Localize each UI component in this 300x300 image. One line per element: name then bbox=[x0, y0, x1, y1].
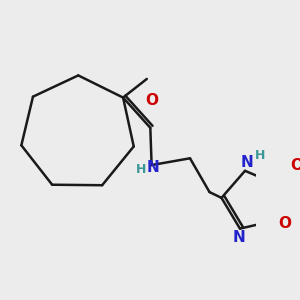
Text: O: O bbox=[146, 93, 158, 108]
Text: N: N bbox=[240, 155, 253, 170]
Text: N: N bbox=[233, 230, 245, 244]
Text: O: O bbox=[279, 216, 292, 231]
Text: O: O bbox=[290, 158, 300, 172]
Text: H: H bbox=[135, 163, 146, 176]
Text: N: N bbox=[147, 160, 160, 175]
Text: H: H bbox=[255, 149, 266, 162]
